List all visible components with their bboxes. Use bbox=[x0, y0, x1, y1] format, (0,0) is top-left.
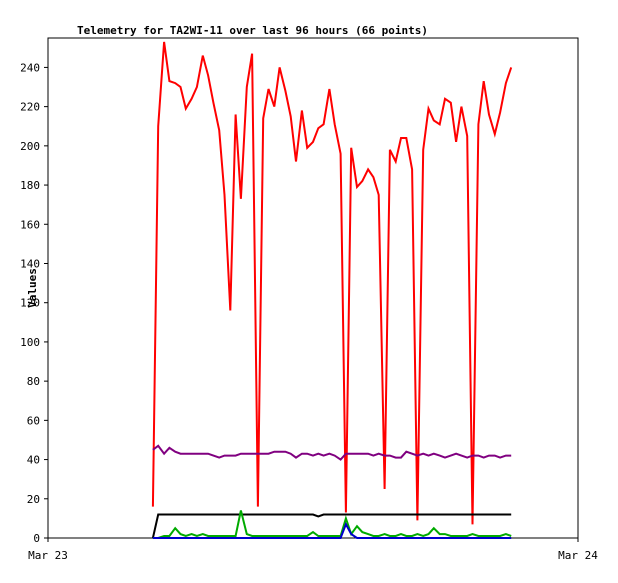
y-tick-label: 40 bbox=[27, 454, 40, 467]
series-line bbox=[152, 444, 512, 461]
plot-frame bbox=[47, 37, 579, 539]
y-tick-label: 100 bbox=[20, 336, 40, 349]
y-tick-label: 160 bbox=[20, 218, 40, 231]
series-line bbox=[152, 521, 512, 539]
y-tick-label: 80 bbox=[27, 375, 40, 388]
y-tick-label: 120 bbox=[20, 297, 40, 310]
y-tick-label: 180 bbox=[20, 179, 40, 192]
series-line bbox=[151, 513, 512, 539]
chart-title: Telemetry for TA2WI-11 over last 96 hour… bbox=[77, 24, 428, 37]
y-tick-label: 220 bbox=[20, 101, 40, 114]
x-tick-label: Mar 24 bbox=[558, 549, 598, 562]
y-tick-label: 240 bbox=[20, 61, 40, 74]
y-tick-label: 0 bbox=[33, 532, 40, 545]
y-tick-label: 140 bbox=[20, 257, 40, 270]
series-line bbox=[152, 510, 512, 539]
series-line bbox=[151, 41, 513, 525]
x-tick-label: Mar 23 bbox=[28, 549, 68, 562]
y-tick-label: 60 bbox=[27, 414, 40, 427]
y-tick-label: 20 bbox=[27, 493, 40, 506]
y-tick-label: 200 bbox=[20, 140, 40, 153]
y-axis-label: Values bbox=[26, 268, 39, 308]
